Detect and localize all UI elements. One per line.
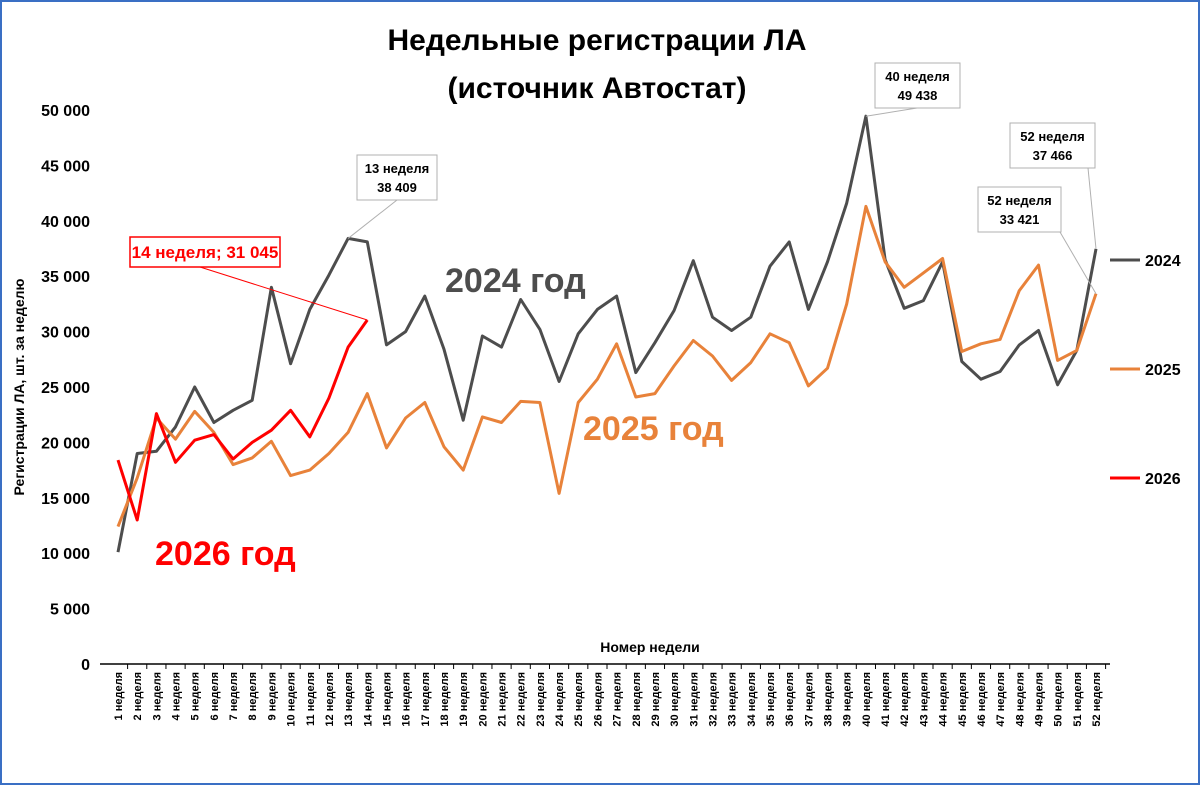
x-tick-label: 15 неделя (381, 672, 393, 727)
x-tick-label: 38 неделя (823, 672, 835, 727)
callout-box (129, 236, 281, 268)
x-tick-label: 39 неделя (842, 672, 854, 727)
callout-text: 37 466 (1033, 148, 1073, 163)
y-tick-label: 5 000 (50, 602, 90, 619)
x-tick-label: 36 неделя (784, 672, 796, 727)
x-axis-label: Номер недели (600, 639, 699, 655)
x-tick-label: 4 неделя (171, 672, 183, 720)
x-tick-label: 32 неделя (707, 672, 719, 727)
callout-text: 49 438 (898, 88, 938, 103)
x-tick-label: 37 неделя (803, 672, 815, 727)
y-tick-label: 35 000 (41, 269, 90, 286)
x-tick-label: 22 неделя (516, 672, 528, 727)
x-tick-label: 7 неделя (228, 672, 240, 720)
x-tick-label: 47 неделя (995, 672, 1007, 727)
x-tick-label: 21 неделя (497, 672, 509, 727)
x-tick-label: 18 неделя (439, 672, 451, 727)
series-line (116, 319, 369, 522)
series-line (116, 204, 1098, 528)
callout-leader (865, 107, 918, 117)
series-label: 2025 год (583, 410, 724, 448)
y-tick-label: 45 000 (41, 158, 90, 175)
callout-text: 14 неделя; 31 045 (132, 243, 279, 262)
x-tick-label: 51 неделя (1072, 672, 1084, 727)
x-tick-label: 31 неделя (688, 672, 700, 727)
legend-label: 2024 (1145, 253, 1181, 270)
x-tick-label: 46 неделя (976, 672, 988, 727)
x-tick-label: 9 неделя (266, 672, 278, 720)
x-tick-label: 8 неделя (247, 672, 259, 720)
callout-box (874, 62, 961, 109)
x-tick-label: 11 неделя (305, 672, 317, 726)
x-tick-label: 14 неделя (362, 672, 374, 727)
x-tick-label: 6 неделя (209, 672, 221, 720)
callout-text: 33 421 (1000, 212, 1040, 227)
x-tick-label: 25 неделя (573, 672, 585, 727)
x-tick-label: 27 неделя (612, 672, 624, 727)
x-tick-label: 30 неделя (669, 672, 681, 727)
y-axis-label: Регистрации ЛА, шт. за неделю (11, 279, 27, 496)
callout-box (977, 186, 1062, 233)
y-tick-label: 20 000 (41, 435, 90, 452)
x-tick-label: 26 неделя (592, 672, 604, 727)
x-tick-label: 42 неделя (899, 672, 911, 727)
x-tick-label: 33 неделя (727, 672, 739, 727)
y-tick-label: 50 000 (41, 103, 90, 120)
callout-text: 13 неделя (365, 161, 429, 176)
y-tick-label: 40 000 (41, 214, 90, 231)
callout-box (1009, 122, 1096, 169)
callout-leader (347, 199, 398, 239)
y-tick-label: 15 000 (41, 491, 90, 508)
x-tick-label: 1 неделя (113, 672, 125, 720)
x-tick-label: 29 неделя (650, 672, 662, 727)
x-tick-label: 50 неделя (1053, 672, 1065, 727)
x-tick-label: 41 неделя (880, 672, 892, 727)
x-tick-label: 43 неделя (918, 672, 930, 727)
x-tick-label: 34 неделя (746, 672, 758, 727)
x-tick-label: 19 неделя (458, 672, 470, 727)
x-tick-label: 40 неделя (861, 672, 873, 727)
callout-text: 40 неделя (885, 69, 949, 84)
legend-label: 2026 (1145, 471, 1181, 488)
y-tick-label: 0 (81, 657, 90, 674)
callout-text: 52 неделя (987, 193, 1051, 208)
chart-title: (источник Автостат) (447, 72, 746, 105)
x-tick-label: 20 неделя (477, 672, 489, 727)
callout-leader (199, 266, 368, 321)
x-tick-label: 12 неделя (324, 672, 336, 727)
series-label: 2024 год (445, 262, 586, 300)
series-label: 2026 год (155, 535, 296, 573)
x-tick-label: 44 неделя (938, 672, 950, 727)
y-tick-label: 30 000 (41, 325, 90, 342)
x-tick-label: 28 неделя (631, 672, 643, 727)
callout-leader (1059, 231, 1097, 294)
x-tick-label: 16 неделя (401, 672, 413, 727)
callout-box (356, 154, 438, 201)
callout-text: 38 409 (377, 180, 417, 195)
x-tick-label: 5 неделя (190, 672, 202, 720)
x-tick-label: 49 неделя (1033, 672, 1045, 727)
series-line (116, 114, 1098, 553)
x-tick-label: 23 неделя (535, 672, 547, 727)
callout-text: 52 неделя (1020, 129, 1084, 144)
y-tick-label: 25 000 (41, 380, 90, 397)
x-tick-label: 2 неделя (132, 672, 144, 720)
x-tick-label: 3 неделя (151, 672, 163, 720)
x-tick-label: 17 неделя (420, 672, 432, 727)
x-tick-label: 35 неделя (765, 672, 777, 727)
y-tick-label: 10 000 (41, 546, 90, 563)
legend-label: 2025 (1145, 362, 1181, 379)
x-tick-label: 24 неделя (554, 672, 566, 727)
x-tick-label: 48 неделя (1014, 672, 1026, 727)
chart-title: Недельные регистрации ЛА (387, 24, 806, 57)
x-tick-label: 13 неделя (343, 672, 355, 727)
x-tick-label: 52 неделя (1091, 672, 1103, 727)
callout-leader (1087, 167, 1097, 249)
x-tick-label: 10 неделя (286, 672, 298, 727)
x-tick-label: 45 неделя (957, 672, 969, 727)
